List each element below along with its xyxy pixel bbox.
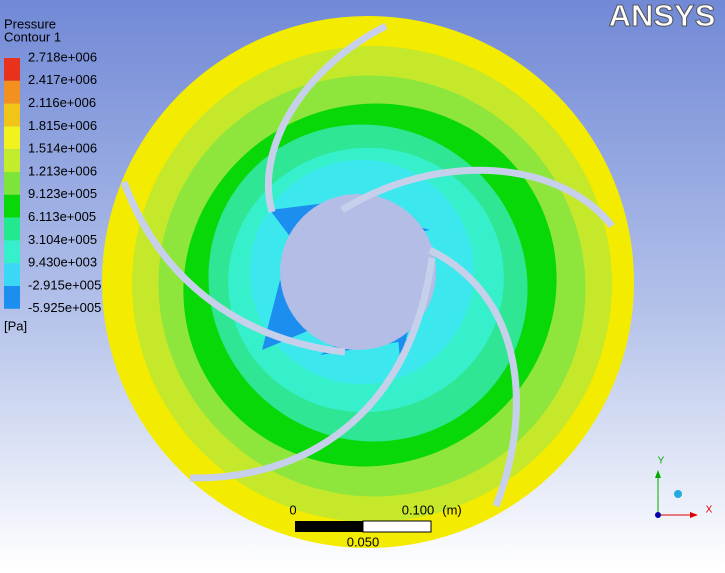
legend-swatch (4, 263, 20, 286)
legend-swatch (4, 286, 20, 309)
axis-triad: Y X (655, 456, 713, 518)
scale-unit: (m) (442, 502, 462, 517)
legend: Pressure Contour 1 [Pa] 2.718e+006 2.417e… (4, 16, 101, 333)
legend-subtitle: Contour 1 (4, 29, 61, 44)
blades (120, 22, 615, 508)
legend-level: 1.815e+006 (28, 118, 97, 133)
y-axis-label: Y (658, 456, 665, 467)
legend-swatch (4, 217, 20, 241)
legend-level: 9.123e+005 (28, 186, 97, 201)
logo: ANSYS (609, 0, 716, 33)
legend-swatch (4, 149, 20, 172)
x-axis-label: X (706, 505, 713, 516)
legend-level: 6.113e+005 (28, 209, 96, 224)
legend-title: Pressure (4, 16, 56, 31)
legend-swatch (4, 194, 20, 218)
scale-end: 0.100 (402, 502, 435, 517)
legend-swatch (4, 80, 20, 104)
legend-swatch (4, 240, 20, 264)
scale-bar: 0 0.100 (m) 0.050 (289, 502, 461, 549)
legend-level: -2.915e+005 (28, 277, 101, 292)
scale-mid: 0.050 (347, 534, 380, 549)
legend-level: 1.213e+006 (28, 163, 97, 178)
legend-level: 2.116e+006 (28, 95, 96, 110)
legend-level: 9.430e+003 (28, 255, 97, 270)
legend-swatch (4, 126, 20, 150)
legend-level: 1.514e+006 (28, 141, 97, 156)
legend-level: -5.925e+005 (28, 300, 101, 315)
legend-swatch (4, 58, 20, 81)
scale-start: 0 (289, 502, 296, 517)
legend-swatch (4, 103, 20, 127)
legend-level: 2.718e+006 (28, 49, 97, 64)
legend-level: 2.417e+006 (28, 72, 97, 87)
legend-swatch (4, 172, 20, 195)
legend-unit: [Pa] (4, 318, 27, 333)
legend-level: 3.104e+005 (28, 232, 97, 247)
